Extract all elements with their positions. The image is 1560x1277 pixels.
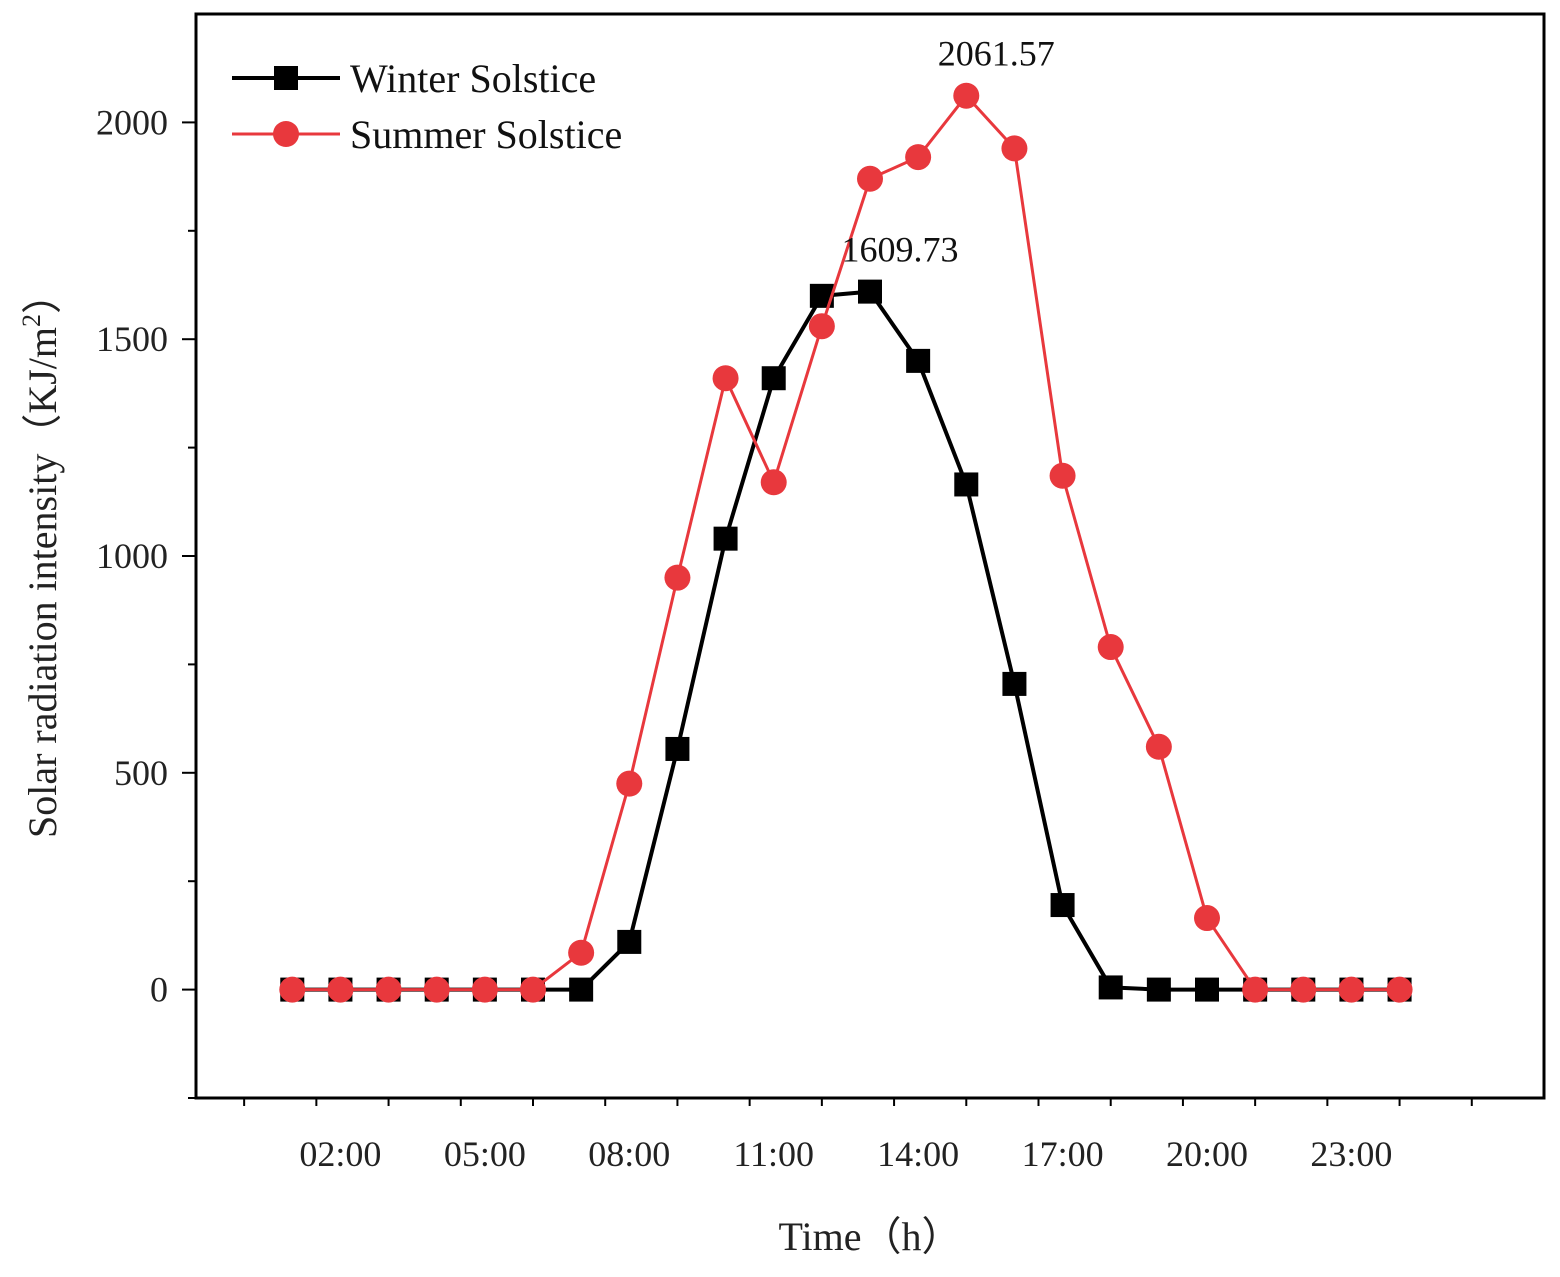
data-point [664,564,691,591]
x-tick-label: 02:00 [299,1134,381,1174]
data-point [423,976,450,1003]
data-point [858,279,882,304]
data-point [375,976,402,1003]
series-summer-solstice [279,82,1413,1003]
legend-label-winter: Winter Solstice [350,56,596,101]
y-tick-label: 1000 [96,536,168,576]
series-layer [279,82,1413,1003]
data-point [953,82,980,109]
x-axis: 02:00 05:00 08:00 11:00 14:00 17:00 20:00 23:00 [243,1098,1473,1174]
x-tick-label: 14:00 [877,1134,959,1174]
y-axis-title-main: Solar radiation intensity（KJ/m [20,327,65,838]
data-point [1386,976,1413,1003]
x-tick-label: 23:00 [1310,1134,1392,1174]
x-tick-label: 05:00 [444,1134,526,1174]
y-axis-title-superscript: 2 [17,314,46,327]
data-point [1242,976,1269,1003]
x-tick-label: 08:00 [588,1134,670,1174]
data-point [617,929,642,954]
annotation-label: 1609.73 [842,230,959,270]
y-tick-label: 1500 [96,319,168,359]
annotations: 2061.57 1609.73 [842,34,1055,270]
data-point [279,976,306,1003]
legend-marker-winter [274,66,298,90]
data-point [1049,462,1076,489]
data-point [712,365,739,392]
y-tick-label: 0 [150,970,168,1010]
legend: Winter Solstice Summer Solstice [232,56,622,157]
data-point [1290,976,1317,1003]
x-axis-title: Time（h） [778,1214,961,1259]
data-point [1194,905,1220,932]
y-tick-label: 2000 [96,102,168,142]
y-axis-title-close: ） [20,274,65,314]
x-tick-label: 20:00 [1166,1134,1248,1174]
data-point [1195,977,1219,1002]
legend-label-summer: Summer Solstice [350,112,622,157]
data-point [1146,977,1171,1002]
data-point [1145,733,1172,760]
data-point [1002,671,1027,696]
series-winter-solstice [280,279,1412,1002]
y-axis-title: Solar radiation intensity（KJ/m2） [17,274,65,838]
data-point [471,976,498,1003]
data-point [616,770,643,797]
data-point [568,939,595,966]
data-point [906,348,931,373]
legend-marker-summer [273,121,299,147]
y-tick-label: 500 [114,753,168,793]
data-point [761,366,786,391]
data-point [857,165,883,192]
data-point [1097,634,1124,661]
series-line [292,289,1400,992]
data-point [760,469,787,496]
data-point [569,977,594,1002]
data-point [713,526,738,551]
data-point [665,736,690,761]
y-axis: 0 500 1000 1500 2000 [96,102,196,1099]
x-tick-label: 17:00 [1022,1134,1104,1174]
data-point [1050,893,1075,918]
data-point [808,313,835,340]
x-tick-label: 11:00 [733,1134,814,1174]
data-point [1001,135,1028,162]
data-point [1098,975,1123,1000]
data-point [520,976,546,1003]
annotation-label: 2061.57 [938,34,1055,74]
data-point [905,144,932,171]
data-point [954,472,979,497]
data-point [1338,976,1365,1003]
data-point [327,976,354,1003]
